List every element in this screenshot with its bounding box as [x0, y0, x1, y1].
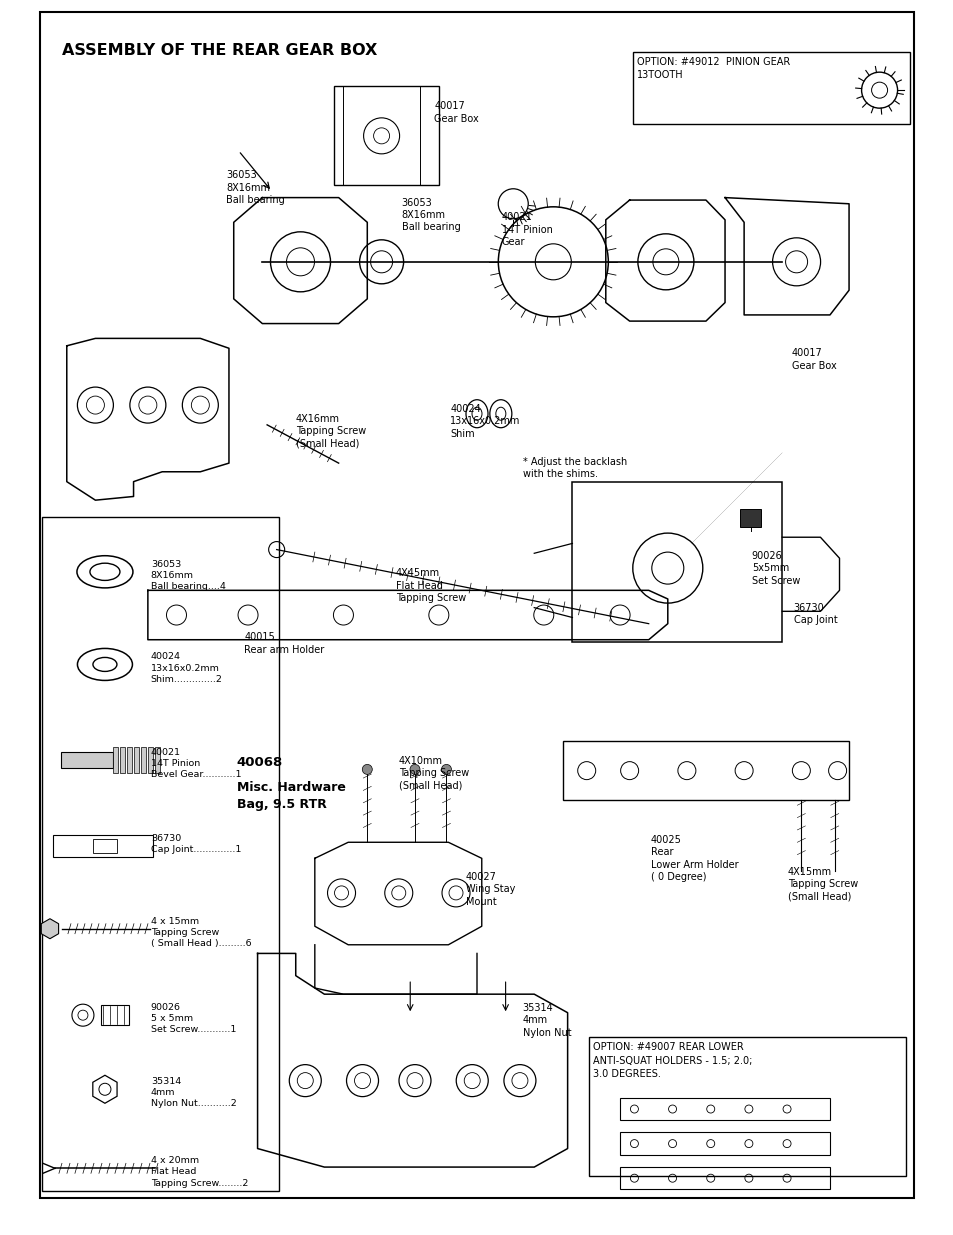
Bar [141, 746, 146, 773]
Text: ASSEMBLY OF THE REAR GEAR BOX: ASSEMBLY OF THE REAR GEAR BOX [62, 43, 377, 58]
Bar [633, 52, 909, 124]
Polygon shape [41, 919, 58, 939]
Bar [334, 86, 438, 185]
Text: 36730
Cap Joint..............1: 36730 Cap Joint..............1 [151, 834, 241, 855]
Text: 40068: 40068 [236, 756, 282, 769]
Bar [127, 746, 132, 773]
Text: 4X16mm
Tapping Screw
(Small Head): 4X16mm Tapping Screw (Small Head) [295, 414, 366, 448]
Text: 40021
14T Pinion
Gear: 40021 14T Pinion Gear [501, 212, 552, 247]
Text: 40027
Wing Stay
Mount: 40027 Wing Stay Mount [465, 872, 515, 906]
Bar [148, 746, 152, 773]
Text: 40017
Gear Box: 40017 Gear Box [791, 348, 836, 370]
Text: 40025
Rear
Lower Arm Holder
( 0 Degree): 40025 Rear Lower Arm Holder ( 0 Degree) [650, 835, 738, 882]
Text: 4X45mm
Flat Head
Tapping Screw: 4X45mm Flat Head Tapping Screw [395, 568, 466, 603]
Text: 35314
4mm
Nylon Nut: 35314 4mm Nylon Nut [522, 1003, 571, 1037]
Text: 40021
14T Pinion
Bevel Gear...........1: 40021 14T Pinion Bevel Gear...........1 [151, 747, 241, 779]
Bar [619, 1132, 829, 1155]
Text: 40015
Rear arm Holder: 40015 Rear arm Holder [244, 632, 324, 655]
Bar [133, 746, 139, 773]
Text: OPTION: #49012  PINION GEAR
13TOOTH: OPTION: #49012 PINION GEAR 13TOOTH [637, 57, 790, 80]
Circle shape [441, 764, 451, 774]
Text: 36053
8X16mm
Ball bearing: 36053 8X16mm Ball bearing [401, 198, 460, 232]
Text: 4X15mm
Tapping Screw
(Small Head): 4X15mm Tapping Screw (Small Head) [787, 867, 858, 902]
Text: 36053
8X16mm
Ball bearing....4: 36053 8X16mm Ball bearing....4 [151, 559, 225, 592]
Bar [101, 1005, 129, 1025]
Bar [92, 839, 117, 853]
Text: OPTION: #49007 REAR LOWER
ANTI-SQUAT HOLDERS - 1.5; 2.0;
3.0 DEGREES.: OPTION: #49007 REAR LOWER ANTI-SQUAT HOL… [593, 1042, 752, 1078]
Bar [112, 746, 118, 773]
Bar [61, 752, 112, 767]
Text: 36730
Cap Joint: 36730 Cap Joint [793, 603, 837, 625]
Text: 90026
5 x 5mm
Set Screw...........1: 90026 5 x 5mm Set Screw...........1 [151, 1003, 235, 1035]
Bar [619, 1098, 829, 1120]
Text: 35314
4mm
Nylon Nut...........2: 35314 4mm Nylon Nut...........2 [151, 1077, 236, 1109]
Bar [572, 482, 781, 642]
Bar [562, 741, 848, 800]
Circle shape [362, 764, 372, 774]
Bar [619, 1167, 829, 1189]
Text: 40024
13x16x0.2mm
Shim: 40024 13x16x0.2mm Shim [450, 404, 520, 438]
Text: 4 x 20mm
Flat Head
Tapping Screw........2: 4 x 20mm Flat Head Tapping Screw........… [151, 1156, 248, 1188]
Text: 4 x 15mm
Tapping Screw
( Small Head ).........6: 4 x 15mm Tapping Screw ( Small Head )...… [151, 916, 251, 948]
Bar [52, 835, 152, 857]
Bar [154, 746, 160, 773]
Text: Misc. Hardware
Bag, 9.5 RTR: Misc. Hardware Bag, 9.5 RTR [236, 781, 345, 810]
Bar [42, 517, 278, 1191]
Bar [120, 746, 125, 773]
Text: * Adjust the backlash
with the shims.: * Adjust the backlash with the shims. [522, 457, 626, 479]
Text: 36053
8X16mm
Ball bearing: 36053 8X16mm Ball bearing [226, 170, 285, 205]
Text: 40024
13x16x0.2mm
Shim..............2: 40024 13x16x0.2mm Shim..............2 [151, 652, 222, 684]
Circle shape [410, 764, 419, 774]
Text: 4X10mm
Tapping Screw
(Small Head): 4X10mm Tapping Screw (Small Head) [398, 756, 469, 790]
Bar [588, 1037, 905, 1176]
Text: 90026
5x5mm
Set Screw: 90026 5x5mm Set Screw [751, 551, 800, 585]
Bar [740, 509, 760, 527]
Text: 40017
Gear Box: 40017 Gear Box [434, 101, 478, 124]
